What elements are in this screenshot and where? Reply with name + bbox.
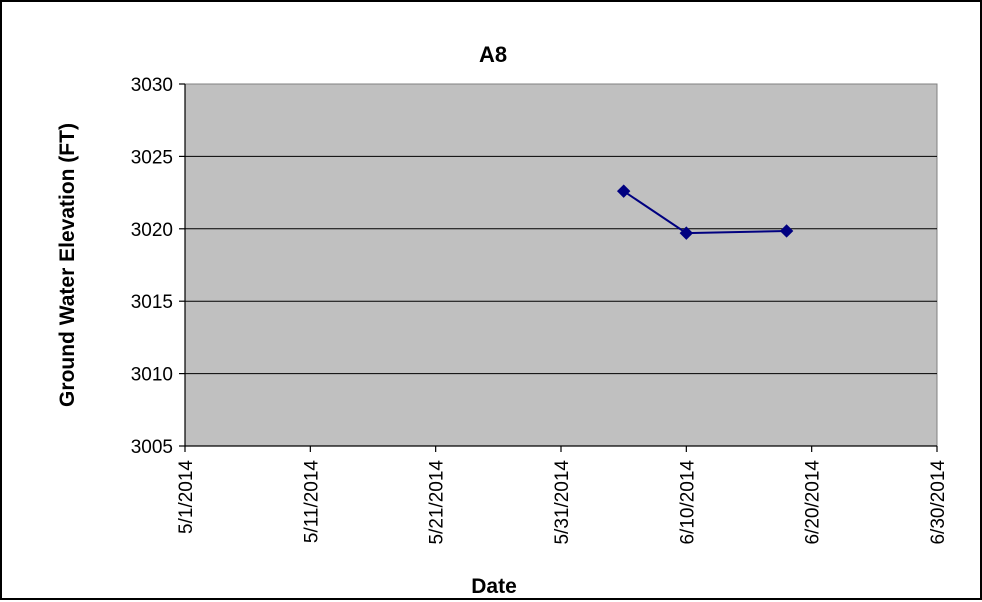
y-tick-label: 3010 <box>131 365 173 386</box>
x-tick-label: 6/30/2014 <box>928 460 949 545</box>
series-0 <box>616 184 794 240</box>
data-point-diamond <box>779 224 794 238</box>
x-tick-label: 5/21/2014 <box>427 460 448 545</box>
data-point-diamond <box>616 184 631 198</box>
y-tick-label: 3020 <box>131 220 173 241</box>
x-tick-label: 6/10/2014 <box>677 460 698 545</box>
x-tick-label: 5/31/2014 <box>552 460 573 545</box>
x-tick-label: 5/11/2014 <box>301 460 322 544</box>
x-ticks: 5/1/2014 5/11/2014 5/21/2014 5/31/2014 6/10/… <box>176 446 949 545</box>
y-tick-label: 3025 <box>131 147 173 168</box>
gridlines <box>185 155 937 375</box>
y-ticks: 3005 3010 3015 3020 3025 3030 <box>131 75 185 458</box>
x-axis-title: Date <box>471 575 517 598</box>
plot-area <box>184 83 938 447</box>
data-point-diamond <box>679 226 694 240</box>
x-tick-label: 5/1/2014 <box>176 460 197 534</box>
y-tick-label: 3015 <box>131 292 173 313</box>
y-tick-label: 3030 <box>131 75 173 96</box>
y-axis-title: Ground Water Elevation (FT) <box>56 123 79 407</box>
x-tick-label: 6/20/2014 <box>803 460 824 545</box>
chart-title: A8 <box>479 42 507 67</box>
y-tick-label: 3005 <box>131 437 173 458</box>
